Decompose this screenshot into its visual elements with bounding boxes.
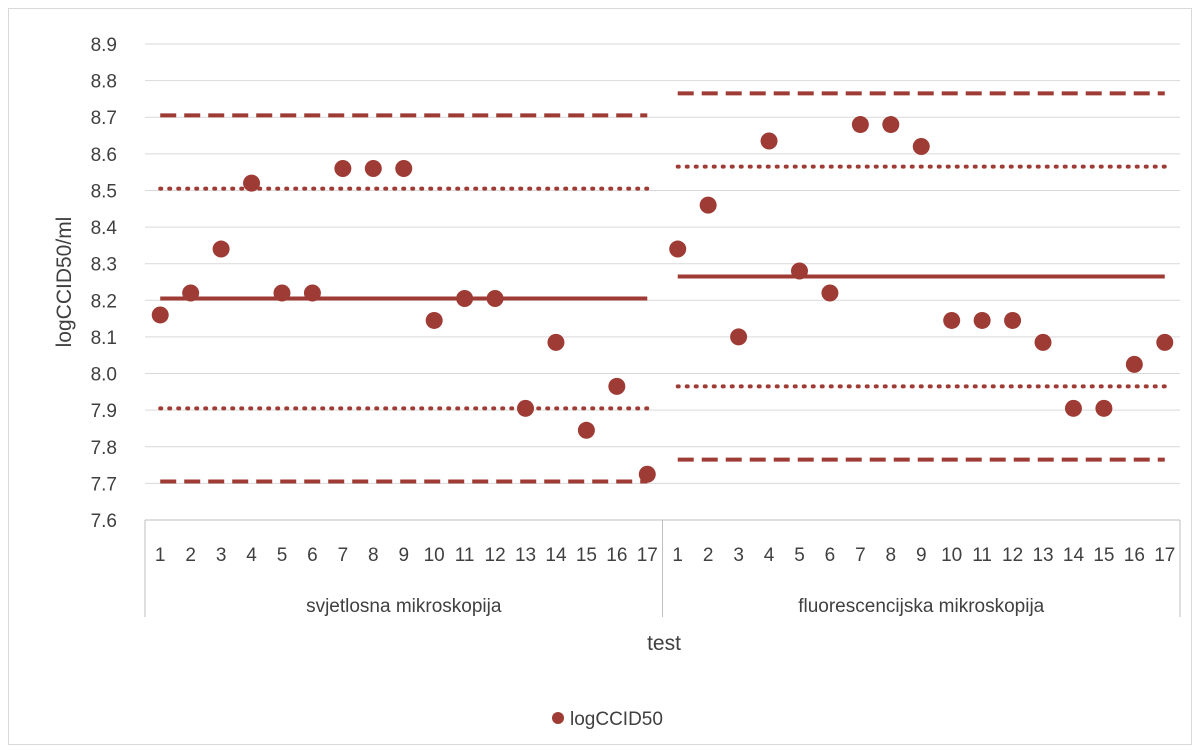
x-tick-label: 12 — [485, 545, 506, 566]
x-tick-label: 2 — [703, 545, 714, 566]
data-point — [973, 311, 991, 329]
data-point — [151, 306, 169, 324]
data-point — [456, 289, 474, 307]
x-tick-label: 16 — [1124, 545, 1145, 566]
data-point — [1064, 399, 1082, 417]
data-point — [577, 421, 595, 439]
legend-label: logCCID50 — [570, 709, 663, 730]
y-tick-label: 8.4 — [91, 218, 118, 239]
x-tick-label: 6 — [825, 545, 836, 566]
data-point — [730, 328, 748, 346]
y-tick-label: 8.9 — [91, 35, 117, 56]
y-tick-label: 8.3 — [91, 255, 117, 276]
group-label: fluorescencijska mikroskopija — [798, 596, 1044, 617]
y-axis-title: logCCID50/ml — [53, 217, 76, 348]
data-point — [364, 159, 382, 177]
x-tick-label: 7 — [338, 545, 349, 566]
y-tick-label: 7.8 — [91, 438, 117, 459]
x-tick-label: 3 — [733, 545, 744, 566]
x-tick-label: 4 — [764, 545, 775, 566]
data-point — [1095, 399, 1113, 417]
x-tick-label: 12 — [1002, 545, 1023, 566]
data-point — [303, 284, 321, 302]
y-tick-label: 8.2 — [91, 291, 117, 312]
y-tick-label: 8.5 — [91, 181, 117, 202]
data-point — [790, 262, 808, 280]
x-tick-labels: 1 2 3 4 5 6 7 8 9 10 11 12 13 14 15 16 17 1 2 3 4 5 6 7 8 9 10 11 12… — [155, 545, 1175, 566]
x-tick-label: 11 — [972, 545, 992, 566]
x-tick-label: 5 — [794, 545, 805, 566]
data-point — [760, 132, 778, 150]
group-label: svjetlosna mikroskopija — [306, 596, 502, 617]
data-point — [182, 284, 200, 302]
axes — [144, 519, 1181, 617]
x-axis-title: test — [647, 632, 681, 655]
legend: logCCID50 — [552, 709, 663, 730]
data-point — [212, 240, 230, 258]
x-tick-label: 13 — [1032, 545, 1053, 566]
data-point — [1156, 333, 1174, 351]
x-tick-label: 8 — [886, 545, 897, 566]
chart-frame — [8, 8, 1192, 745]
y-tick-labels: 7.6 7.7 7.8 7.9 8.0 8.1 8.2 8.3 8.4 8.5 8.6 8.7 8.8 8… — [91, 35, 118, 532]
x-tick-label: 6 — [307, 545, 318, 566]
x-tick-label: 15 — [1093, 545, 1114, 566]
data-point — [1125, 355, 1143, 373]
x-tick-label: 16 — [606, 545, 627, 566]
x-tick-label: 7 — [855, 545, 866, 566]
y-tick-label: 8.1 — [91, 328, 117, 349]
x-tick-label: 1 — [155, 545, 166, 566]
x-tick-label: 13 — [515, 545, 536, 566]
x-tick-label: 14 — [1063, 545, 1085, 566]
x-tick-label: 10 — [424, 545, 445, 566]
x-tick-label: 10 — [941, 545, 962, 566]
x-tick-label: 17 — [1154, 545, 1175, 566]
data-point — [273, 284, 291, 302]
data-point — [334, 159, 352, 177]
data-point — [699, 196, 717, 214]
data-point — [547, 333, 565, 351]
x-tick-label: 9 — [398, 545, 409, 566]
y-tick-label: 8.6 — [91, 145, 117, 166]
data-point — [608, 377, 626, 395]
y-tick-label: 8.0 — [91, 365, 117, 386]
y-tick-label: 7.7 — [91, 474, 117, 495]
data-point — [851, 116, 869, 134]
y-tick-label: 8.8 — [91, 72, 117, 93]
x-tick-label: 15 — [576, 545, 597, 566]
x-tick-label: 9 — [916, 545, 927, 566]
data-point — [517, 399, 535, 417]
x-tick-label: 17 — [637, 545, 658, 566]
x-tick-label: 5 — [277, 545, 288, 566]
y-tick-label: 7.6 — [91, 511, 117, 532]
data-point — [821, 284, 839, 302]
data-point — [1004, 311, 1022, 329]
group-labels: svjetlosna mikroskopija fluorescencijska … — [306, 596, 1045, 617]
data-point — [486, 289, 504, 307]
data-point — [243, 174, 261, 192]
data-point — [943, 311, 961, 329]
x-tick-label: 4 — [246, 545, 257, 566]
data-point — [1034, 333, 1052, 351]
data-point — [638, 465, 656, 483]
data-point — [912, 138, 930, 156]
data-point — [882, 116, 900, 134]
data-point — [669, 240, 687, 258]
x-tick-label: 3 — [216, 545, 227, 566]
x-tick-label: 8 — [368, 545, 379, 566]
x-tick-label: 11 — [455, 545, 475, 566]
y-tick-label: 8.7 — [91, 108, 117, 129]
x-tick-label: 2 — [185, 545, 196, 566]
data-point — [395, 159, 413, 177]
x-tick-label: 14 — [545, 545, 567, 566]
y-tick-label: 7.9 — [91, 401, 117, 422]
data-point — [425, 311, 443, 329]
legend-marker — [552, 712, 564, 724]
gridlines — [145, 43, 1180, 484]
x-tick-label: 1 — [672, 545, 683, 566]
data-points — [151, 116, 1174, 483]
reference-lines — [158, 91, 1167, 484]
